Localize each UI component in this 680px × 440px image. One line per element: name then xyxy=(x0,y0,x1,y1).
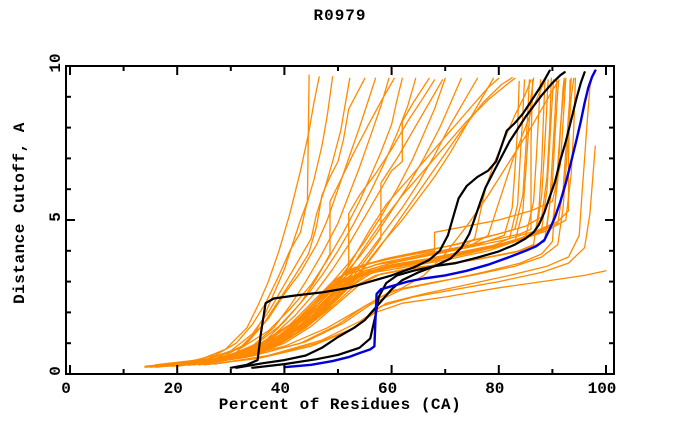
curve-black-48 xyxy=(251,71,586,369)
curve-blue-49 xyxy=(283,69,597,369)
curve-orange-2 xyxy=(149,76,320,367)
curve-orange-8 xyxy=(155,77,403,366)
curve-orange-6 xyxy=(171,77,377,366)
curve-black-46 xyxy=(229,69,551,369)
curve-orange-10 xyxy=(187,77,430,366)
curve-orange-34 xyxy=(203,270,607,366)
x-tick-label: 100 xyxy=(588,380,617,398)
curve-orange-32 xyxy=(181,79,532,366)
curve-orange-43 xyxy=(181,79,444,366)
curve-orange-5 xyxy=(165,77,366,367)
curve-orange-26 xyxy=(149,79,531,367)
curve-orange-35 xyxy=(208,145,596,365)
curve-orange-42 xyxy=(160,79,436,367)
curve-orange-1 xyxy=(155,74,310,367)
plot-title: R0979 xyxy=(313,7,367,25)
x-tick-label: 60 xyxy=(378,380,397,398)
curve-orange-45 xyxy=(187,77,513,366)
curve-orange-33 xyxy=(187,77,547,365)
y-tick-label: 10 xyxy=(47,53,65,72)
curve-orange-39 xyxy=(176,80,559,367)
curve-black-47 xyxy=(235,71,566,369)
y-tick-label: 5 xyxy=(47,212,65,222)
curve-orange-3 xyxy=(144,76,334,367)
curve-orange-20 xyxy=(171,79,560,367)
curve-orange-44 xyxy=(155,77,395,368)
x-tick-label: 20 xyxy=(164,380,183,398)
curve-orange-25 xyxy=(197,79,558,366)
x-tick-label: 80 xyxy=(485,380,504,398)
curve-orange-38 xyxy=(197,79,566,365)
curve-orange-37 xyxy=(192,77,575,366)
curve-orange-36 xyxy=(214,77,593,365)
x-tick-label: 0 xyxy=(61,380,71,398)
x-axis-label: Percent of Residues (CA) xyxy=(218,396,462,414)
curve-orange-4 xyxy=(160,77,351,367)
curve-orange-28 xyxy=(160,77,567,367)
x-tick-label: 40 xyxy=(271,380,290,398)
curve-orange-29 xyxy=(165,80,520,367)
y-tick-label: 0 xyxy=(47,366,65,376)
curve-orange-40 xyxy=(165,77,500,367)
curve-orange-14 xyxy=(208,77,495,364)
